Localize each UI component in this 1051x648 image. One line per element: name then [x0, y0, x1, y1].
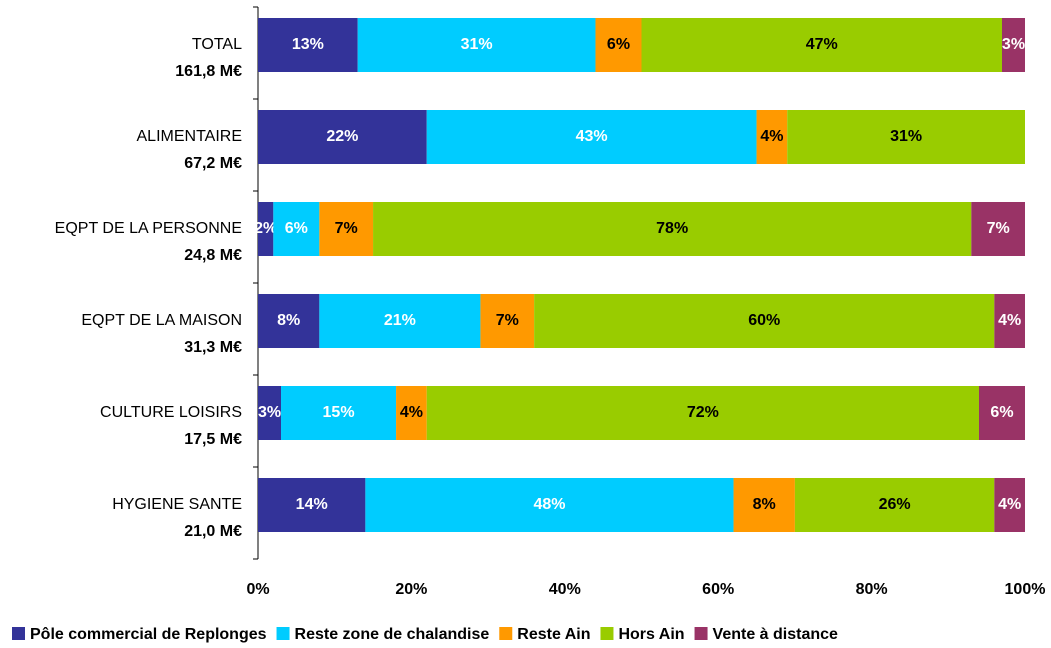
- data-label: 6%: [285, 220, 308, 237]
- x-tick-label: 0%: [246, 581, 269, 598]
- data-label: 4%: [760, 128, 783, 145]
- bar-segment: [595, 18, 642, 72]
- data-label: 48%: [533, 496, 565, 513]
- bar-segment: [534, 294, 995, 348]
- data-label: 3%: [258, 404, 281, 421]
- category-total: 17,5 M€: [184, 431, 242, 448]
- data-label: 21%: [384, 312, 416, 329]
- bar-segment: [373, 202, 972, 256]
- bar-segment: [994, 478, 1025, 532]
- bar-segment: [396, 386, 427, 440]
- data-label: 31%: [890, 128, 922, 145]
- legend-label: Reste Ain: [517, 626, 590, 643]
- data-label: 7%: [335, 220, 358, 237]
- data-label: 8%: [753, 496, 776, 513]
- data-label: 8%: [277, 312, 300, 329]
- data-label: 60%: [748, 312, 780, 329]
- x-tick-label: 60%: [702, 581, 734, 598]
- bar-segment: [365, 478, 734, 532]
- bar-segment: [794, 478, 995, 532]
- legend-label: Pôle commercial de Replonges: [30, 626, 267, 643]
- data-label: 22%: [326, 128, 358, 145]
- data-label: 4%: [998, 496, 1021, 513]
- data-label: 47%: [806, 36, 838, 53]
- bar-segment: [733, 478, 795, 532]
- category-total: 67,2 M€: [184, 155, 242, 172]
- bar-segment: [787, 110, 1025, 164]
- legend-swatch: [600, 627, 614, 640]
- data-label: 4%: [998, 312, 1021, 329]
- data-label: 13%: [292, 36, 324, 53]
- bar-segment: [641, 18, 1002, 72]
- bar-segment: [978, 386, 1025, 440]
- category-total: 24,8 M€: [184, 247, 242, 264]
- bar-segment: [281, 386, 397, 440]
- legend-swatch: [12, 627, 25, 640]
- bar-segment: [258, 110, 427, 164]
- data-label: 43%: [576, 128, 608, 145]
- bar-segment: [258, 202, 274, 256]
- x-tick-label: 100%: [1005, 581, 1046, 598]
- legend-swatch: [499, 627, 513, 640]
- data-label: 4%: [400, 404, 423, 421]
- legend-label: Hors Ain: [618, 626, 684, 643]
- legend-swatch: [276, 627, 290, 640]
- category-label: HYGIENE SANTE: [112, 496, 242, 513]
- bar-segment: [426, 110, 757, 164]
- bar-segment: [994, 294, 1025, 348]
- x-tick-label: 80%: [856, 581, 888, 598]
- category-label: EQPT DE LA PERSONNE: [55, 220, 242, 237]
- category-label: EQPT DE LA MAISON: [81, 312, 242, 329]
- bar-segment: [756, 110, 788, 164]
- bar-segment: [971, 202, 1025, 256]
- bar-segment: [357, 18, 596, 72]
- data-label: 15%: [323, 404, 355, 421]
- category-total: 21,0 M€: [184, 523, 242, 540]
- legend-label: Vente à distance: [713, 626, 838, 643]
- data-label: 2%: [254, 220, 277, 237]
- legend-swatch: [694, 627, 708, 640]
- category-total: 161,8 M€: [175, 63, 242, 80]
- data-label: 78%: [656, 220, 688, 237]
- category-label: ALIMENTAIRE: [137, 128, 243, 145]
- data-label: 6%: [990, 404, 1013, 421]
- bar-segment: [1001, 18, 1025, 72]
- bar-segment: [426, 386, 979, 440]
- data-label: 72%: [687, 404, 719, 421]
- x-tick-label: 20%: [395, 581, 427, 598]
- data-label: 14%: [296, 496, 328, 513]
- bar-segment: [480, 294, 535, 348]
- bar-segment: [258, 18, 358, 72]
- data-label: 31%: [461, 36, 493, 53]
- bar-segment: [273, 202, 320, 256]
- category-label: TOTAL: [192, 36, 242, 53]
- bar-segment: [319, 202, 374, 256]
- data-label: 7%: [496, 312, 519, 329]
- data-label: 26%: [879, 496, 911, 513]
- bar-segment: [258, 294, 320, 348]
- bar-segment: [319, 294, 481, 348]
- bar-segment: [258, 478, 366, 532]
- category-label: CULTURE LOISIRS: [100, 404, 242, 421]
- data-label: 6%: [607, 36, 630, 53]
- category-total: 31,3 M€: [184, 339, 242, 356]
- data-label: 3%: [1002, 36, 1025, 53]
- bar-segment: [258, 386, 282, 440]
- x-tick-label: 40%: [549, 581, 581, 598]
- data-label: 7%: [987, 220, 1010, 237]
- legend-label: Reste zone de chalandise: [295, 626, 490, 643]
